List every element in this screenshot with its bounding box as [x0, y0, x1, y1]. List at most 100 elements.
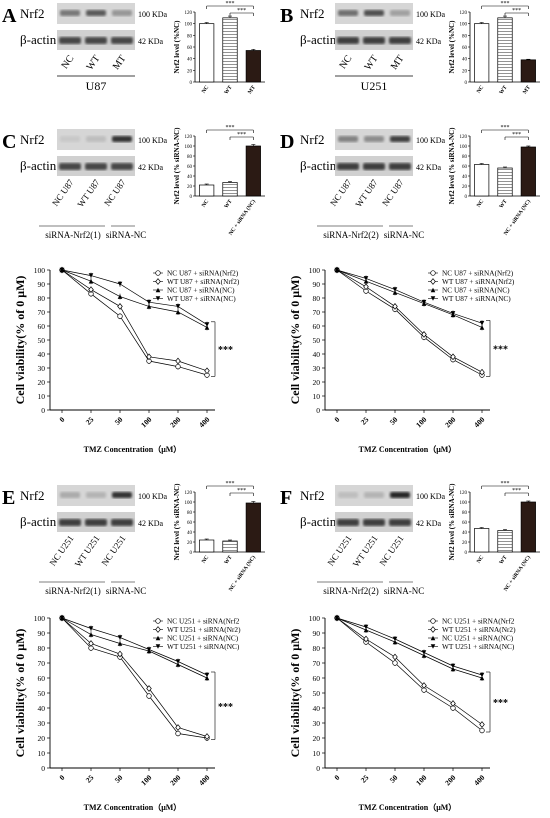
series-line: [336, 269, 483, 324]
data-point: [146, 299, 152, 305]
sig-label: ***: [226, 1, 235, 7]
x-tick-label: 0: [57, 773, 66, 782]
group-label: siRNA-Nrf2(1): [45, 230, 101, 240]
panel-letter: F: [280, 487, 292, 509]
bar: [520, 59, 536, 83]
data-point: [430, 270, 436, 276]
group-label: siRNA-NC: [106, 586, 147, 596]
series-line: [61, 617, 208, 737]
y-axis-label: Cell viability(% of 0 μM): [13, 276, 27, 405]
bar: [520, 501, 536, 553]
bar: [199, 23, 215, 83]
y-tick-label: 70: [313, 308, 321, 317]
legend-label: WT U251 + siRNA(Nr2): [442, 625, 516, 634]
series-line: [61, 269, 208, 376]
lane-label: WT: [85, 53, 103, 72]
y-tick-label: 100: [34, 266, 46, 275]
data-point: [155, 618, 161, 624]
y-tick-label: 0: [190, 551, 193, 556]
y-tick-label: 120: [460, 135, 468, 140]
series-line: [61, 269, 208, 328]
data-point: [450, 663, 456, 669]
y-tick-label: 90: [313, 280, 321, 289]
legend-label: NC U87 + siRNA(Nrf2): [167, 269, 239, 278]
band-actin: [363, 37, 385, 44]
y-tick-label: 100: [460, 23, 468, 28]
data-point: [479, 727, 485, 734]
data-point: [204, 733, 210, 740]
legend-label: WT U251 + siRNA(NC): [167, 642, 240, 651]
y-tick-label: 120: [185, 135, 193, 140]
data-point: [479, 672, 485, 678]
group-label: siRNA-NC: [384, 230, 425, 240]
y-tick-label: 0: [465, 195, 468, 200]
kda-top: 100 KDa: [138, 492, 168, 501]
y-tick-label: 20: [187, 69, 193, 74]
x-tick-label: 0: [332, 773, 341, 782]
series-line: [61, 269, 208, 372]
y-tick-label: 120: [185, 491, 193, 496]
x-tick-label: 200: [443, 415, 457, 429]
sig-label: ***: [493, 344, 508, 355]
lane-label: WT U251: [351, 533, 380, 568]
band-actin: [389, 37, 411, 44]
band-nrf2: [112, 492, 132, 498]
y-tick-label: 50: [38, 336, 46, 345]
y-axis-label: Nrf2 level (%NC): [448, 20, 456, 74]
cell-line-label: U251: [361, 79, 388, 93]
actin-label: β-actin: [300, 158, 337, 173]
x-tick-label: 100: [139, 415, 153, 429]
data-point: [392, 660, 398, 666]
y-tick-label: 20: [462, 69, 468, 74]
x-tick-label: 100: [139, 773, 153, 787]
y-tick-label: 60: [462, 521, 468, 526]
legend-label: WT U87 + siRNA(Nrf2): [442, 277, 515, 286]
actin-label: β-actin: [300, 514, 337, 529]
data-point: [421, 331, 427, 338]
y-axis-label: Nrf2 level (% siRNA-NC): [173, 127, 181, 204]
legend-label: WT U87 + siRNA(Nrf2): [167, 277, 240, 286]
series-line: [336, 617, 483, 731]
band-actin: [59, 163, 81, 170]
x-tick-label: 50: [388, 773, 400, 785]
y-tick-label: 10: [313, 749, 321, 758]
marker-label: Nrf2: [300, 6, 325, 21]
data-point: [363, 624, 369, 630]
data-point: [155, 635, 161, 641]
sig-label: ***: [226, 125, 235, 131]
sig-label: ***: [218, 345, 233, 356]
data-point: [117, 641, 123, 646]
band-actin: [337, 163, 359, 170]
y-tick-label: 40: [313, 704, 321, 713]
x-axis-label: TMZ Concentration（μM）: [84, 444, 182, 454]
data-point: [155, 278, 161, 285]
sig-label: ***: [237, 488, 246, 494]
y-tick-label: 80: [462, 511, 468, 516]
lane-label: NC U251: [378, 533, 406, 567]
data-point: [204, 322, 210, 327]
line-chart-C-line: 0 10 20 30 40 50 60 70 80 90 100 0 25 50 100 200 400 TMZ …: [13, 266, 240, 454]
y-axis-label: Cell viability(% of 0 μM): [288, 276, 302, 405]
data-point: [392, 287, 398, 292]
x-tick-label: MT: [522, 84, 532, 95]
band-nrf2: [364, 10, 384, 16]
x-tick-label: WT: [223, 554, 233, 565]
y-tick-label: 30: [38, 719, 46, 728]
kda-top: 100 KDa: [416, 10, 446, 19]
y-tick-label: 50: [313, 336, 321, 345]
y-tick-label: 20: [187, 541, 193, 546]
panel-letter: E: [2, 487, 15, 509]
blot-panel-D: D Nrf2 β-actin 100 KDa 42 KDa NC U87 WT U87 NC …: [280, 129, 446, 240]
band-actin: [111, 519, 133, 526]
y-tick-label: 80: [462, 34, 468, 39]
data-point: [146, 353, 152, 361]
lane-label: MT: [389, 53, 407, 72]
data-point: [117, 313, 123, 319]
actin-label: β-actin: [20, 158, 57, 173]
data-point: [204, 672, 210, 678]
lane-label: NC U251: [326, 533, 354, 567]
sig-label: ***: [218, 702, 233, 713]
series-line: [61, 617, 208, 676]
lane-label: WT U87: [353, 177, 380, 209]
data-point: [88, 278, 94, 284]
